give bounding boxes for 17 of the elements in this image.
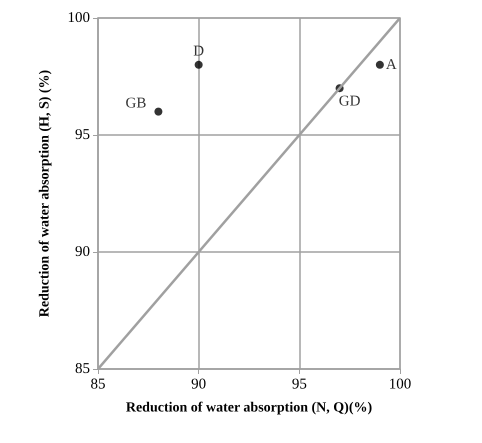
- x-axis-title: Reduction of water absorption (N, Q)(%): [126, 400, 372, 416]
- point: [154, 108, 162, 116]
- point: [376, 60, 384, 69]
- annotation: A: [386, 56, 397, 73]
- x-tick-label: 85: [90, 376, 106, 392]
- annotation: D: [193, 43, 204, 60]
- y-tick-label: 90: [75, 244, 90, 260]
- y-tick-label: 85: [75, 361, 90, 377]
- annotation: GD: [338, 94, 361, 110]
- x-tick-label: 90: [191, 376, 206, 392]
- y-tick-label: 95: [75, 127, 90, 143]
- y-tick-label: 100: [68, 10, 90, 26]
- x-tick-label: 100: [388, 376, 412, 392]
- y-axis-title: Reduction of water absorption (H, S) (%): [38, 69, 52, 318]
- x-tick-label: 95: [292, 376, 307, 392]
- annotation: GB: [126, 96, 146, 112]
- point: [194, 60, 203, 69]
